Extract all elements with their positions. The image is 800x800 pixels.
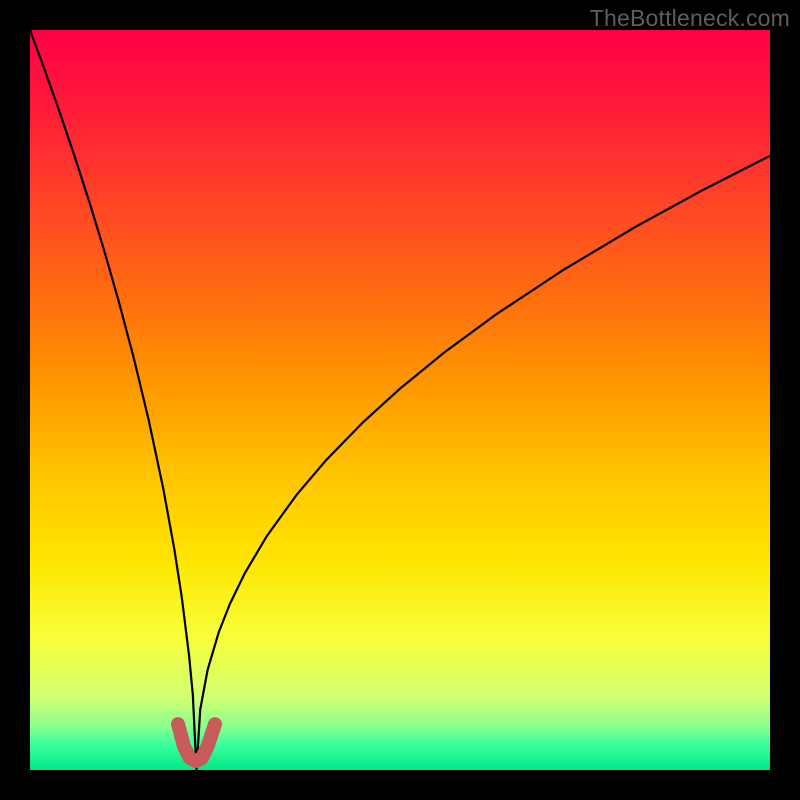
gradient-panel (30, 30, 770, 770)
bottleneck-chart (0, 0, 800, 800)
watermark-label: TheBottleneck.com (590, 5, 790, 32)
